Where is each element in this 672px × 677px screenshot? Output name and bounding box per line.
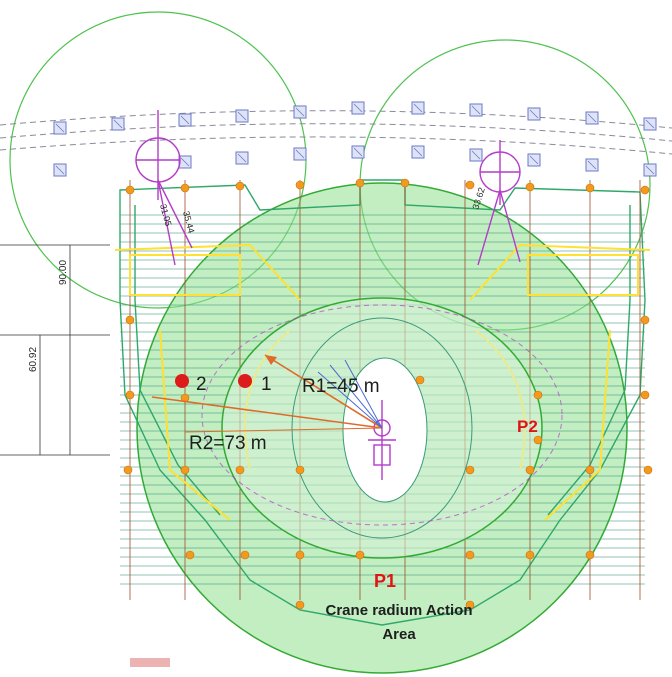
orange-marker [533,435,543,445]
orange-marker [240,550,250,560]
orange-marker [465,180,475,190]
crane-right [477,140,521,266]
orange-marker [525,550,535,560]
orange-marker [125,315,135,325]
pile-cross [587,160,597,170]
pile-cross [180,115,190,125]
point-1-label: 1 [261,374,272,395]
pile-cross [413,103,423,113]
pile-cross [180,157,190,167]
pile-cross [645,119,655,129]
pile-cross [645,165,655,175]
orange-marker [123,465,133,475]
crane-left [135,110,193,266]
orange-marker [640,185,650,195]
orange-marker [295,465,305,475]
pile-cross [113,119,123,129]
pile-markers [53,101,657,177]
orange-marker [185,550,195,560]
position-p2-label: P2 [517,417,538,436]
left-dimensions [0,244,110,456]
orange-marker [465,550,475,560]
position-p1-label: P1 [374,571,396,591]
caption-line-1: Crane radium Action [326,602,473,619]
pile-cross [471,105,481,115]
point-2-dot [175,374,189,388]
orange-marker [415,375,425,385]
orange-marker [180,183,190,193]
radius-r1-label: R1=45 m [302,376,380,397]
orange-marker [525,465,535,475]
dimension-90-label: 90.00 [58,260,69,285]
orange-marker [533,390,543,400]
orange-marker [585,183,595,193]
orange-marker [180,465,190,475]
pile-cross [295,149,305,159]
orange-marker [525,182,535,192]
dimension-6092-label: 60.92 [28,347,39,372]
dashed-purple-oval [201,304,563,526]
pile-cross [55,165,65,175]
pile-cross [529,155,539,165]
pile-cross [295,107,305,117]
point-1-dot [238,374,252,388]
orange-marker [295,180,305,190]
radius-lines [151,354,383,433]
legend-swatch [130,658,170,667]
orange-marker [295,600,305,610]
inner-ring-edge [291,317,473,539]
orange-marker [465,465,475,475]
orange-marker [585,465,595,475]
radius-r2-label: R2=73 m [189,433,267,454]
caption-line-2: Area [382,626,416,643]
orange-marker [235,181,245,191]
orange-marker [465,600,475,610]
pile-cross [587,113,597,123]
pile-cross [471,150,481,160]
orange-marker [640,315,650,325]
arrow-head [265,355,277,365]
orange-marker [643,465,653,475]
orange-marker [640,390,650,400]
pile-cross [237,111,247,121]
pile-cross [413,147,423,157]
orange-marker [585,550,595,560]
pile-cross [55,123,65,133]
pile-cross [353,103,363,113]
pile-cross [237,153,247,163]
orange-markers [123,178,653,610]
orange-marker [125,185,135,195]
orange-marker [400,178,410,188]
orange-marker [355,178,365,188]
orange-marker [125,390,135,400]
crane-center [368,400,396,480]
orange-marker [355,550,365,560]
pile-cross [353,147,363,157]
top-dashed-curves [0,110,672,155]
orange-marker [235,465,245,475]
point-2-label: 2 [196,374,207,395]
pile-cross [529,109,539,119]
orange-marker [295,550,305,560]
